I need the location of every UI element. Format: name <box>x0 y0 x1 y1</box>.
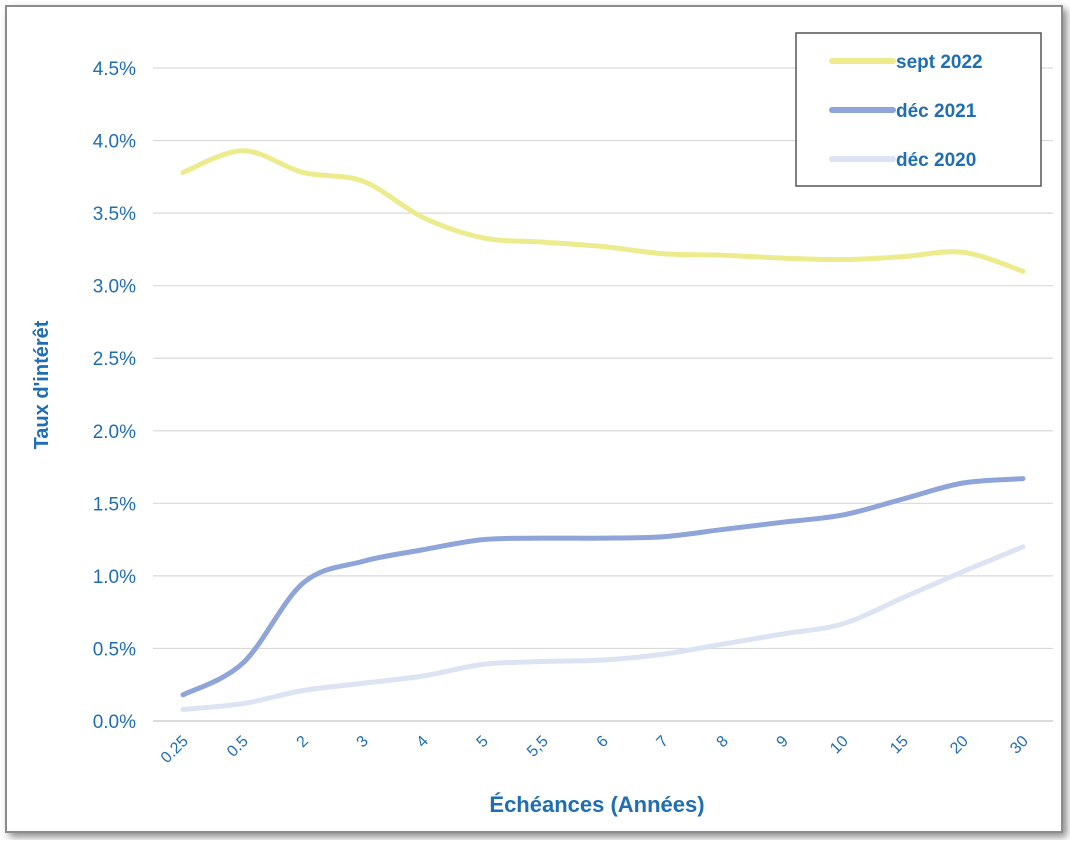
y-tick-label: 0.0% <box>93 712 136 733</box>
y-axis-label: Taux d'intérêt <box>31 320 53 449</box>
legend: sept 2022 déc 2021 déc 2020 <box>795 32 1042 187</box>
y-tick-label: 1.5% <box>93 494 136 515</box>
legend-label: sept 2022 <box>896 52 983 73</box>
series-lines <box>180 148 1026 712</box>
y-tick-label: 3.0% <box>93 277 136 298</box>
y-tick-label: 2.5% <box>93 349 136 370</box>
y-tick-label: 2.0% <box>93 422 136 443</box>
y-tick-label: 0.5% <box>93 639 136 660</box>
legend-label: déc 2021 <box>896 101 977 122</box>
series-line <box>180 476 1026 698</box>
y-tick-label: 4.0% <box>93 132 136 153</box>
gridlines <box>153 67 1053 722</box>
x-axis-label: Échéances (Années) <box>489 792 704 817</box>
series-line <box>180 148 1026 274</box>
y-tick-labels: 0.0% 0.5% 1.0% 1.5% 2.0% 2.5% 3.0% 3.5% 4.0% 4.5% <box>93 59 136 733</box>
y-tick-label: 1.0% <box>93 567 136 588</box>
y-tick-label: 4.5% <box>93 59 136 80</box>
series-line <box>180 544 1026 712</box>
legend-label: déc 2020 <box>896 150 976 171</box>
y-tick-label: 3.5% <box>93 204 136 225</box>
